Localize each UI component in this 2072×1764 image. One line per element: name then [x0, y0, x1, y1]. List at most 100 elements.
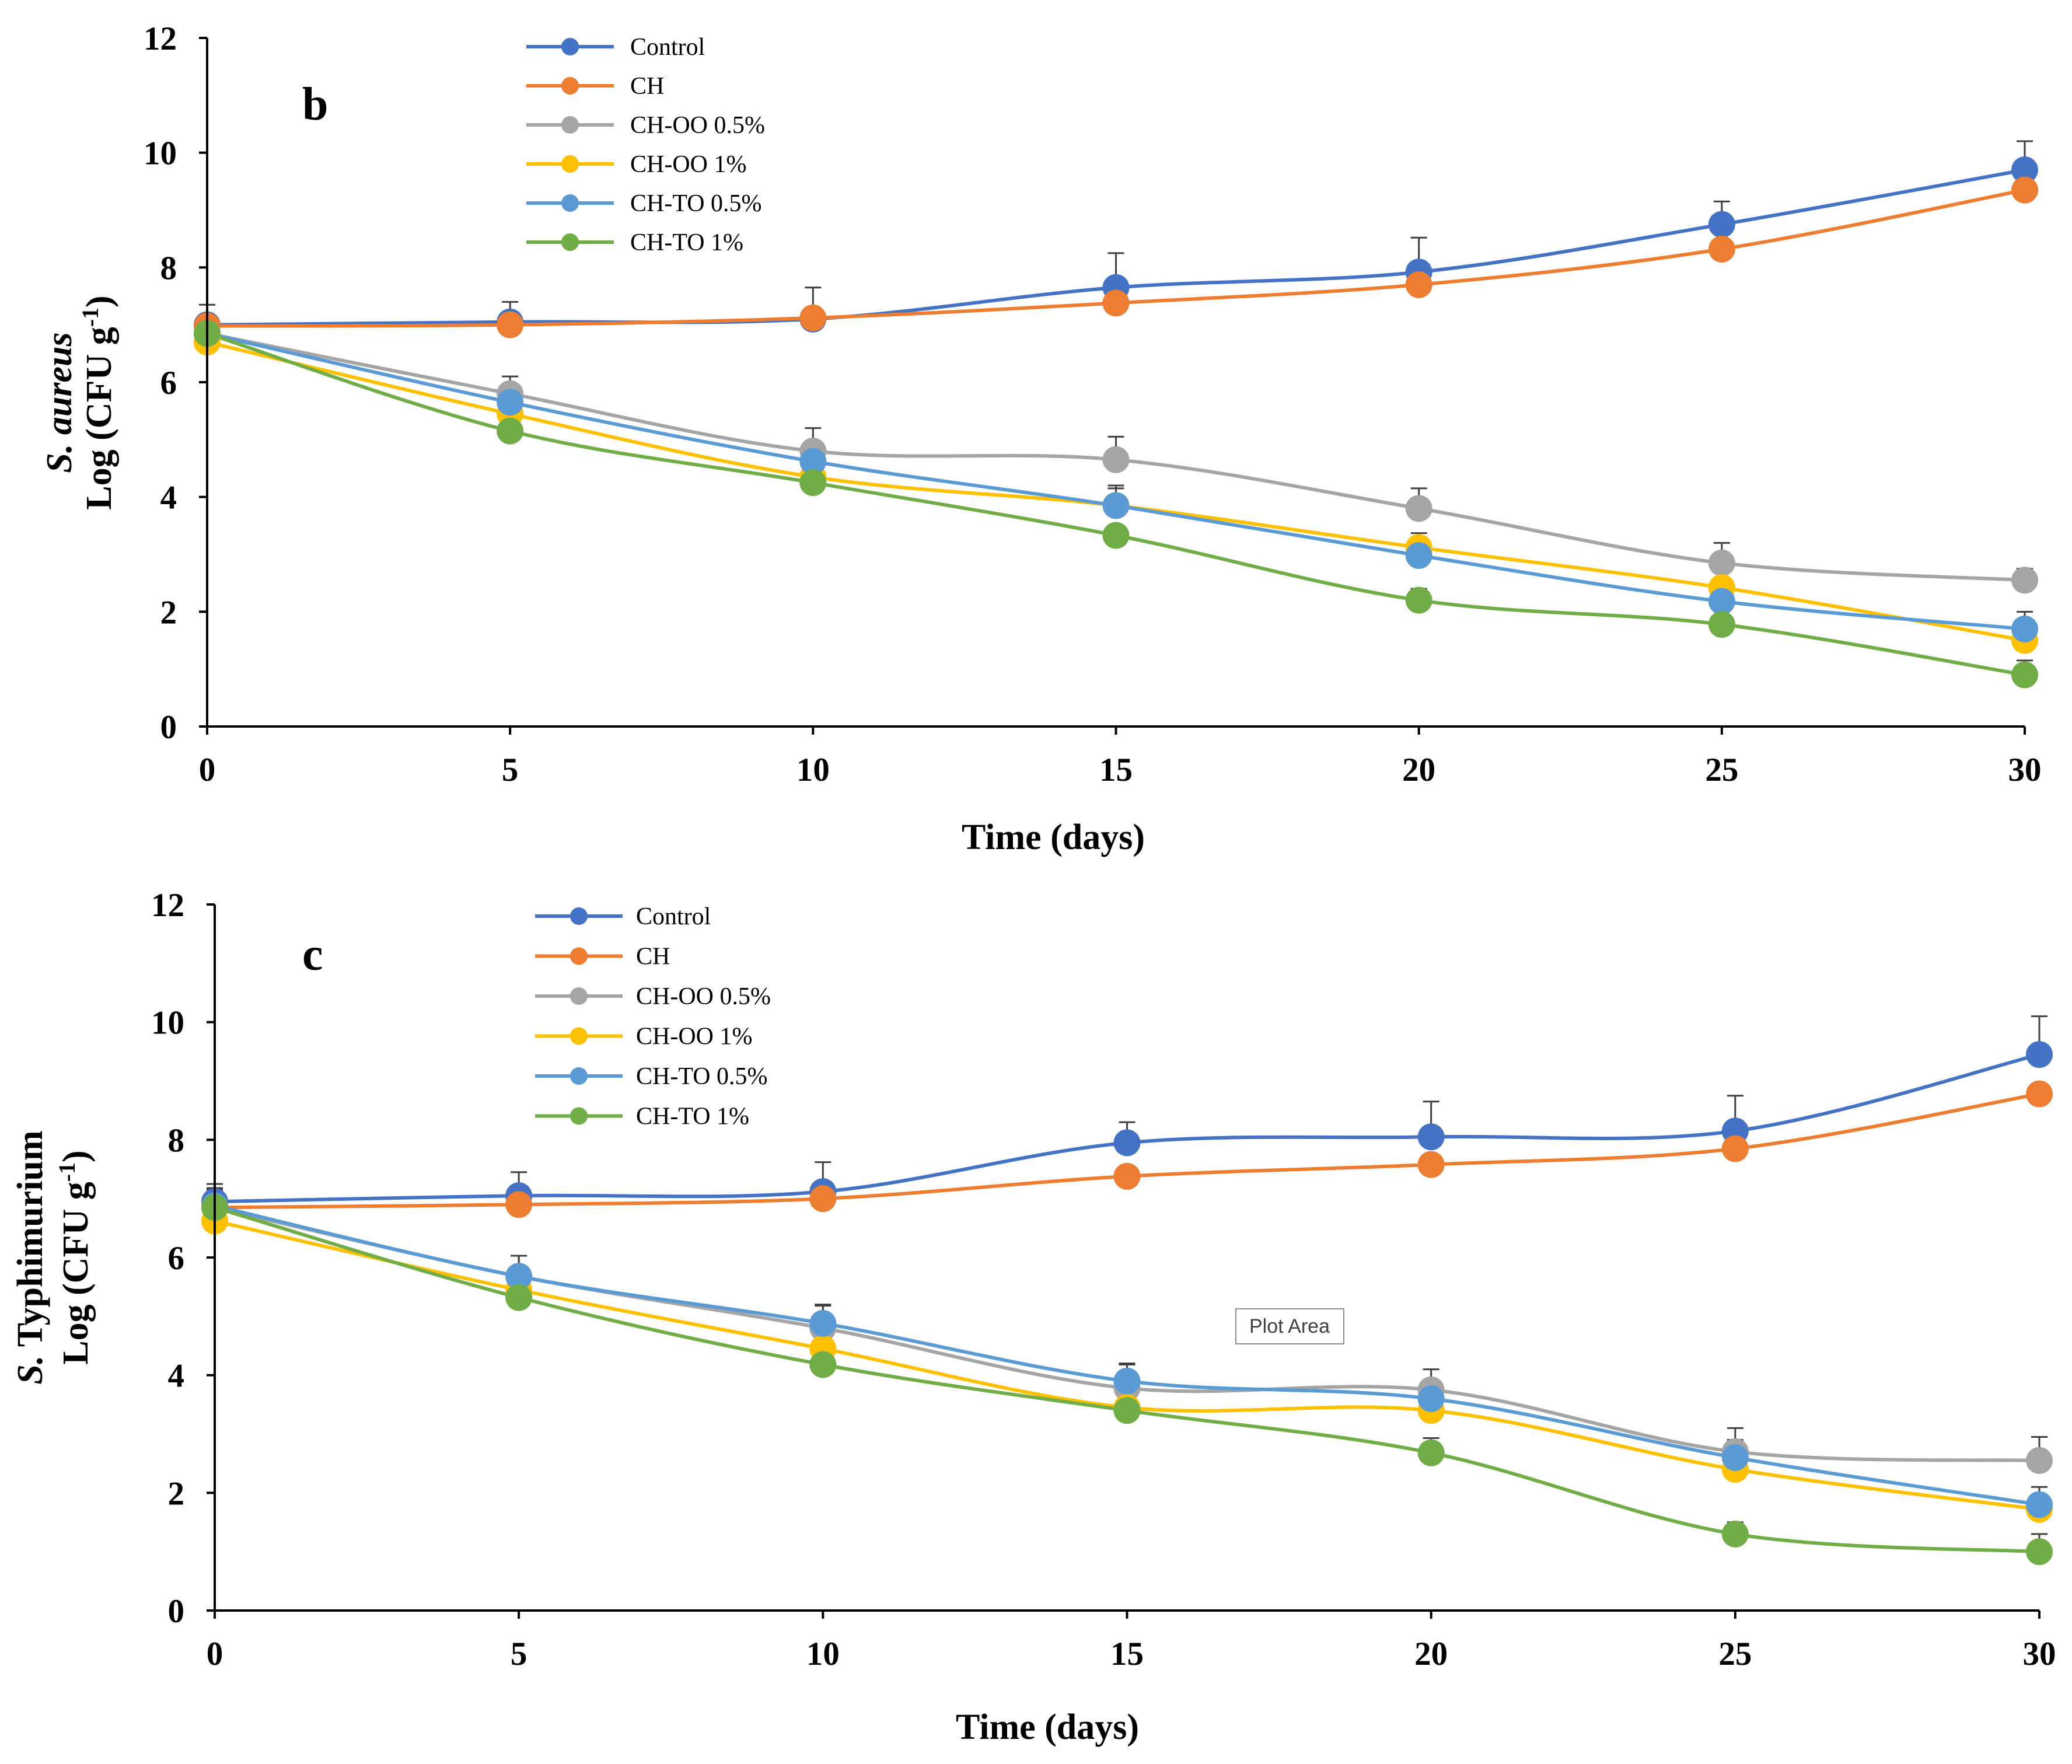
data-point-ch-to-0-5-c[interactable] [505, 1263, 533, 1290]
legend-swatch-marker-ch-to-0-5-b [561, 194, 579, 212]
y-axis-organism-italic-b: S. aureus [40, 332, 79, 473]
legend-label-ch-oo-1-c: CH-OO 1% [636, 1024, 752, 1050]
data-point-ch-b[interactable] [1708, 235, 1735, 263]
data-point-control-b[interactable] [1708, 211, 1735, 238]
data-point-ch-to-1-c[interactable] [505, 1284, 533, 1311]
y-axis-title-units-b: Log (CFU g-1) [77, 295, 119, 509]
y-axis-units-main-c: Log (CFU g [56, 1182, 96, 1364]
data-point-ch-to-0-5-b[interactable] [799, 448, 827, 475]
x-axis-title-c: Time (days) [956, 1707, 1139, 1747]
legend-label-control-b: Control [630, 34, 705, 61]
legend-swatch-marker-ch-oo-0-5-c [570, 987, 588, 1005]
data-point-ch-to-0-5-b[interactable] [2011, 615, 2038, 642]
data-point-ch-b[interactable] [799, 304, 827, 331]
y-tick-label-b: 12 [144, 20, 177, 57]
data-point-ch-b[interactable] [1102, 289, 1130, 317]
data-point-ch-to-1-b[interactable] [2011, 661, 2038, 689]
data-point-ch-b[interactable] [497, 311, 524, 338]
data-point-ch-to-1-b[interactable] [1405, 586, 1432, 614]
x-tick-label-c: 10 [806, 1636, 840, 1672]
legend-swatch-marker-ch-oo-0-5-b [561, 116, 579, 134]
y-axis-units-end-b: ) [79, 295, 119, 308]
y-axis-title-units-c: Log (CFU g-1) [54, 1150, 96, 1364]
series-group-c [201, 1015, 2053, 1566]
y-tick-label-b: 4 [160, 480, 177, 516]
data-point-ch-oo-0-5-b[interactable] [1102, 446, 1130, 473]
y-tick-label-c: 10 [151, 1005, 184, 1042]
data-point-ch-to-1-c[interactable] [1417, 1439, 1445, 1466]
panel-label-b: b [302, 79, 329, 130]
data-point-ch-to-1-c[interactable] [1721, 1520, 1749, 1548]
legend-swatch-marker-ch-oo-1-b [561, 155, 579, 173]
plot-area-tooltip: Plot Area [1235, 1308, 1344, 1344]
data-point-ch-to-0-5-b[interactable] [1405, 542, 1432, 569]
y-axis-organism-italic-c: S. [11, 1356, 50, 1385]
data-point-ch-to-1-b[interactable] [1102, 522, 1130, 549]
y-tick-label-b: 6 [160, 365, 177, 401]
y-axis-units-main-b: Log (CFU g [79, 327, 119, 509]
plot-area-b[interactable] [207, 38, 2025, 726]
data-point-control-c[interactable] [1113, 1129, 1141, 1157]
x-tick-label-c: 20 [1414, 1636, 1448, 1672]
y-tick-label-b: 8 [160, 250, 177, 287]
x-tick-label-b: 0 [199, 752, 216, 788]
legend-label-ch-to-1-b: CH-TO 1% [630, 229, 743, 256]
ticks-b: 0 2 4 6 8 10 12 0 5 10 15 20 25 30 [144, 20, 2042, 788]
data-point-ch-to-0-5-b[interactable] [497, 389, 524, 416]
data-point-ch-c[interactable] [809, 1185, 837, 1213]
data-point-ch-to-0-5-c[interactable] [1721, 1444, 1749, 1471]
data-point-control-c[interactable] [2026, 1041, 2053, 1068]
legend-b: Control CH CH-OO 0.5% CH-OO 1% CH-TO 0.5% CH-… [526, 34, 765, 256]
x-tick-label-b: 20 [1402, 752, 1435, 788]
legend-swatch-marker-ch-oo-1-c [570, 1027, 588, 1045]
y-tick-label-b: 10 [144, 135, 177, 172]
legend-label-ch-to-0-5-b: CH-TO 0.5% [630, 190, 762, 217]
x-tick-label-c: 30 [2023, 1636, 2056, 1672]
data-point-ch-to-1-b[interactable] [497, 417, 524, 445]
legend-swatch-marker-ch-to-0-5-c [570, 1067, 588, 1085]
data-point-ch-to-0-5-c[interactable] [1417, 1385, 1445, 1412]
data-point-ch-to-1-c[interactable] [809, 1351, 837, 1378]
data-point-ch-c[interactable] [1721, 1135, 1749, 1162]
data-point-ch-c[interactable] [2026, 1080, 2053, 1108]
y-axis-units-sup-c: -1 [54, 1162, 80, 1182]
legend-label-ch-to-0-5-c: CH-TO 0.5% [636, 1063, 768, 1090]
ticks-c: 0 2 4 6 8 10 12 0 5 10 15 20 25 30 [151, 887, 2056, 1672]
data-point-ch-c[interactable] [505, 1191, 533, 1218]
x-tick-label-b: 5 [502, 752, 519, 788]
data-point-ch-to-0-5-b[interactable] [1102, 492, 1130, 519]
x-tick-label-c: 0 [207, 1636, 223, 1672]
data-point-ch-oo-0-5-b[interactable] [1708, 549, 1735, 577]
data-point-ch-to-0-5-c[interactable] [2026, 1491, 2053, 1518]
x-tick-label-b: 30 [2008, 752, 2042, 788]
data-point-ch-to-1-b[interactable] [799, 469, 827, 497]
x-axis-title-b: Time (days) [962, 818, 1145, 857]
y-tick-label-b: 2 [160, 594, 177, 631]
data-point-ch-to-0-5-c[interactable] [809, 1309, 837, 1337]
data-point-ch-oo-0-5-b[interactable] [2011, 567, 2038, 594]
chart-panel-c: 0 2 4 6 8 10 12 0 5 10 15 20 25 30 c Control CH CH-OO 0… [11, 887, 2056, 1747]
data-point-ch-to-0-5-b[interactable] [1708, 588, 1735, 615]
data-point-ch-to-1-c[interactable] [1113, 1397, 1141, 1424]
data-point-ch-to-1-b[interactable] [1708, 610, 1735, 638]
data-point-control-b[interactable] [2011, 156, 2038, 184]
legend-label-ch-c: CH [636, 944, 670, 970]
data-point-ch-c[interactable] [1113, 1162, 1141, 1190]
data-point-ch-oo-0-5-c[interactable] [2026, 1447, 2053, 1474]
y-axis-units-end-c: ) [56, 1150, 96, 1162]
data-point-ch-to-1-c[interactable] [2026, 1538, 2053, 1566]
y-tick-label-b: 0 [160, 709, 177, 746]
y-tick-label-c: 12 [151, 887, 184, 924]
x-tick-label-c: 25 [1718, 1636, 1752, 1672]
data-point-ch-b[interactable] [2011, 176, 2038, 204]
data-point-ch-oo-0-5-b[interactable] [1405, 495, 1432, 522]
legend-swatch-marker-ch-to-1-c [570, 1107, 588, 1125]
data-point-control-c[interactable] [1417, 1123, 1445, 1151]
y-tick-label-c: 0 [168, 1593, 185, 1630]
plot-area-c[interactable] [215, 904, 2039, 1611]
legend-label-ch-oo-0-5-c: CH-OO 0.5% [636, 983, 771, 1010]
data-point-ch-b[interactable] [1405, 271, 1432, 298]
data-point-ch-c[interactable] [1417, 1151, 1445, 1178]
data-point-ch-to-0-5-c[interactable] [1113, 1367, 1141, 1395]
